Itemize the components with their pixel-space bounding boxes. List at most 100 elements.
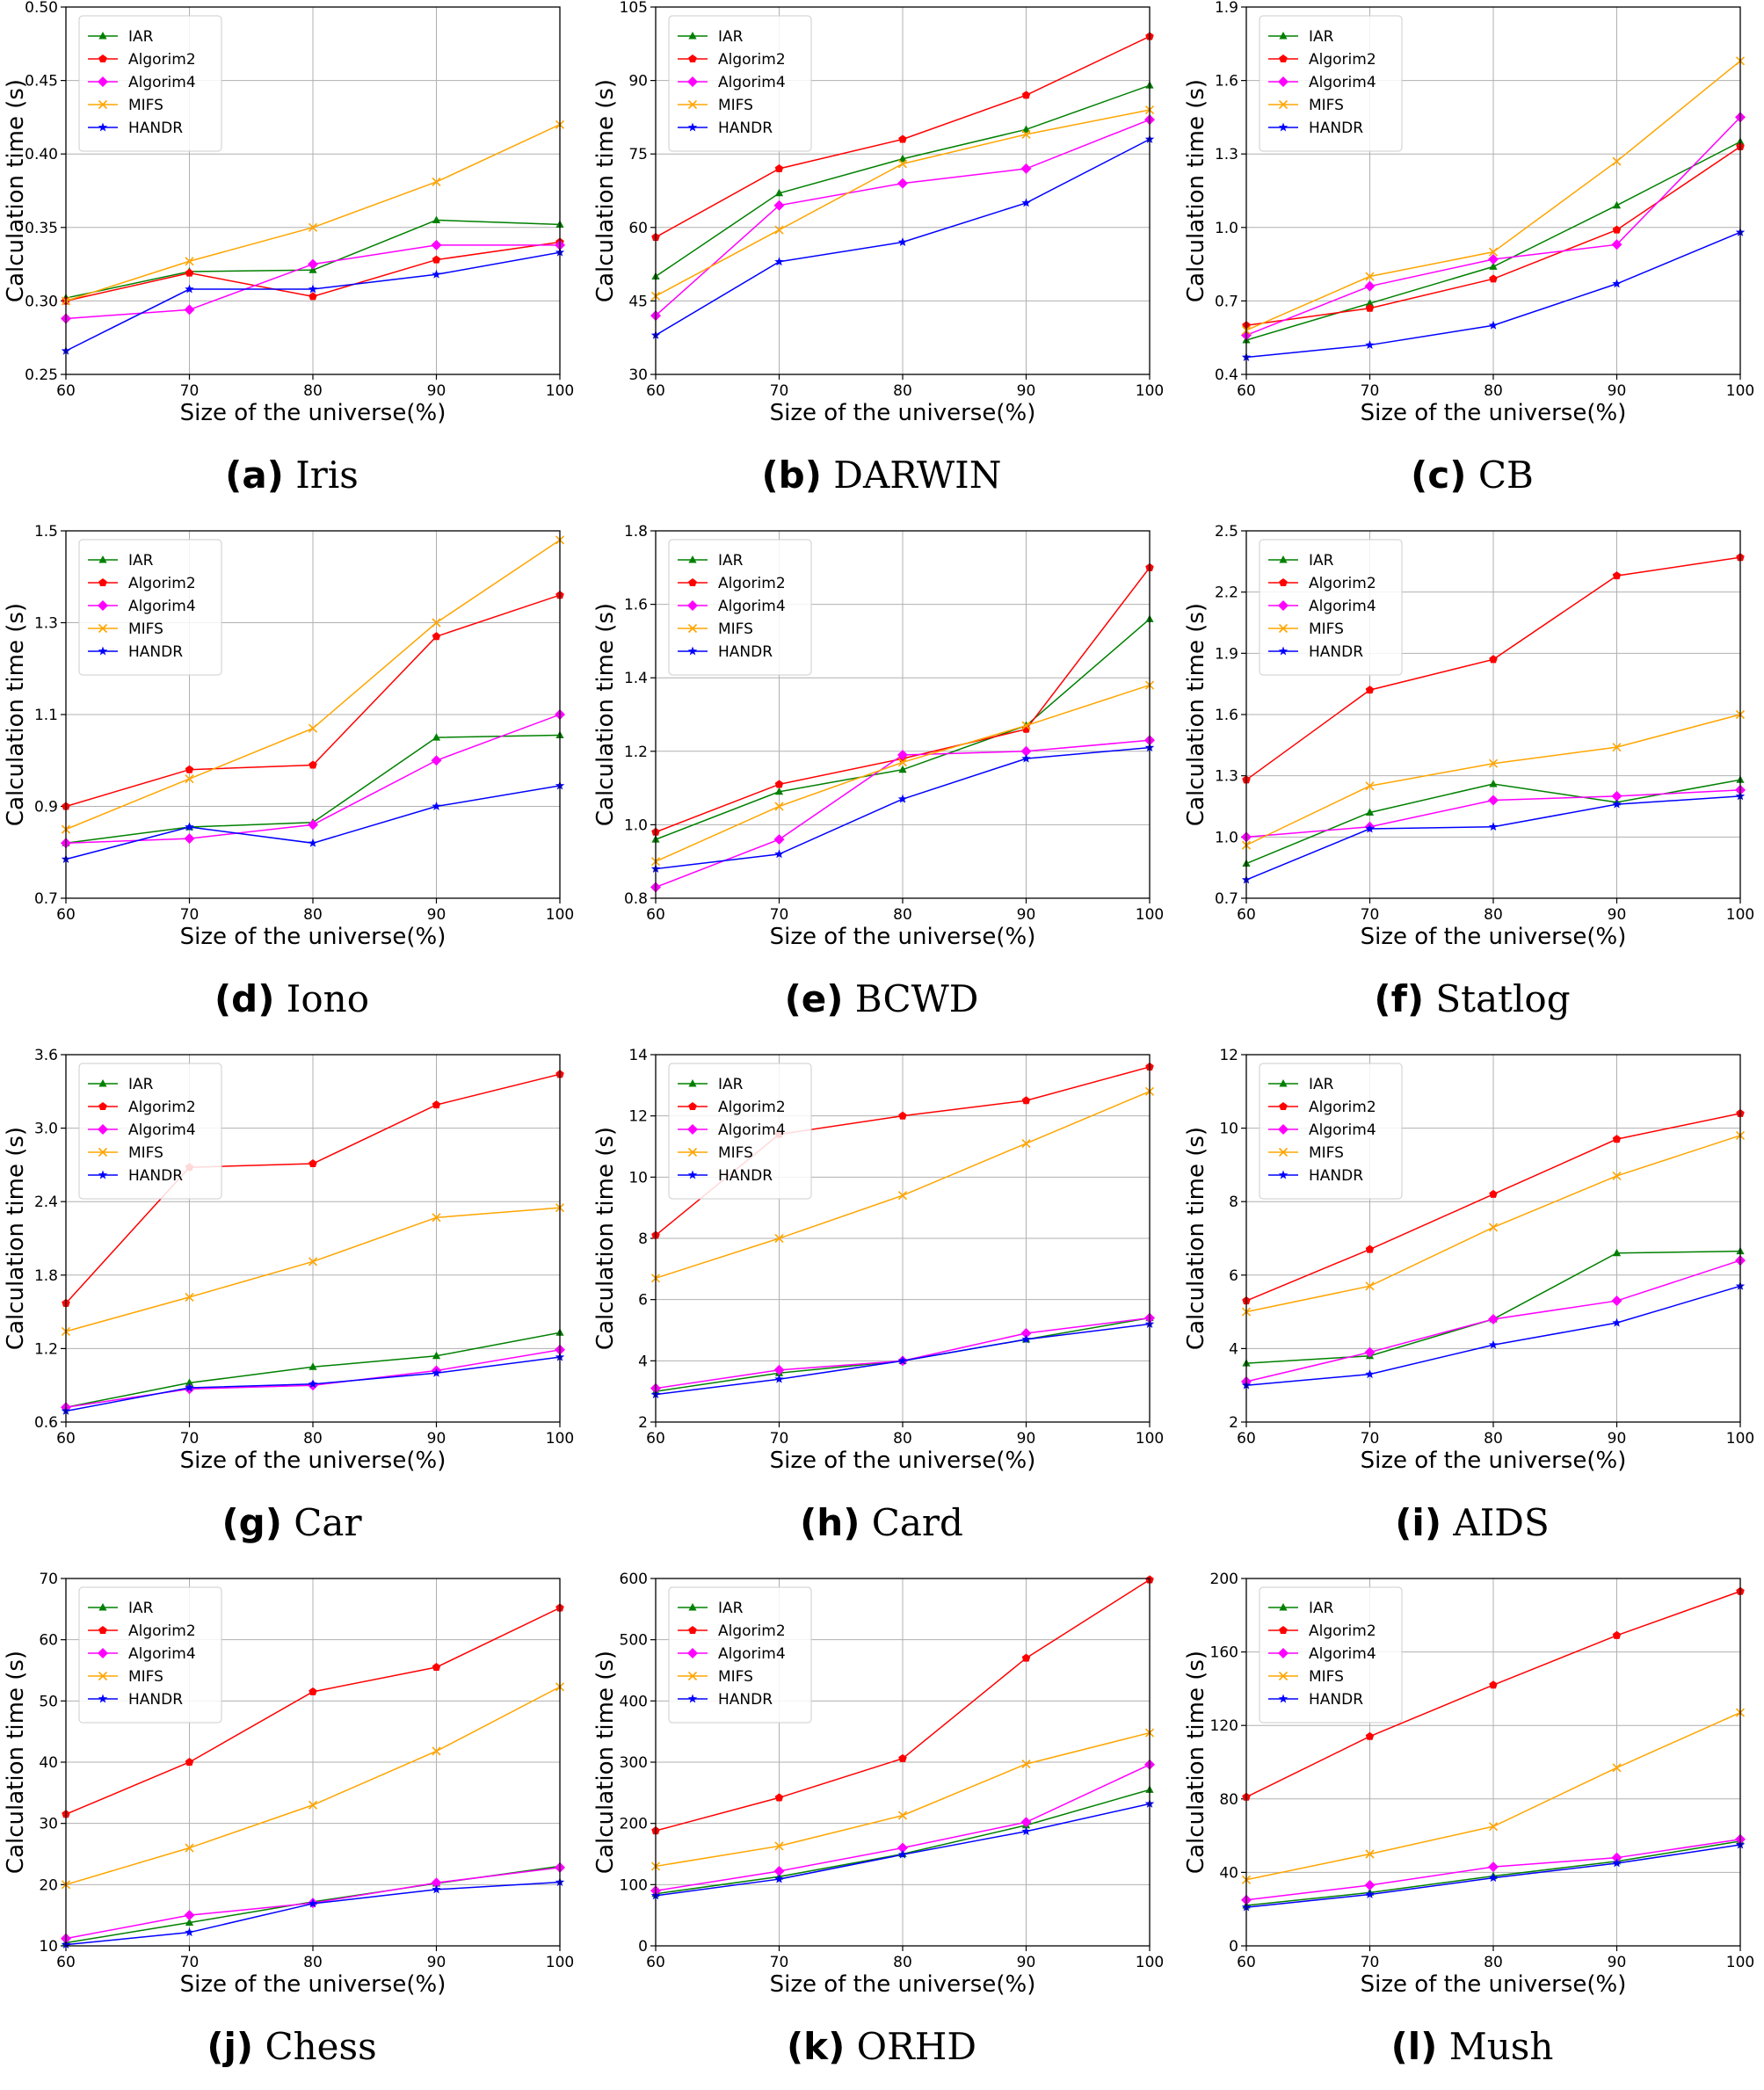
legend-marker-iar <box>98 32 107 40</box>
data-point-handr <box>897 1355 908 1365</box>
series-algorim2 <box>1242 1586 1745 1801</box>
data-point-mifs <box>1612 1171 1622 1181</box>
axes-frame <box>1245 1578 1741 1947</box>
data-point-iar <box>309 1362 317 1370</box>
legend-marker-algorim4 <box>687 1648 698 1658</box>
axes-frame <box>65 530 561 899</box>
legend-marker-iar <box>1279 1603 1288 1611</box>
y-tick-label: 300 <box>620 1754 648 1772</box>
chart-caption: (l) Mush <box>1180 2025 1764 2068</box>
legend-box <box>78 1063 222 1200</box>
x-axis-label: Size of the universe(%) <box>770 924 1036 950</box>
data-point-mifs <box>1021 129 1031 139</box>
y-tick-label: 80 <box>1219 1791 1238 1809</box>
tick-labels: 60 70 80 90 100 30 45 60 75 90 105 <box>620 0 1165 400</box>
data-point-mifs <box>185 1843 194 1853</box>
x-tick-label: 70 <box>180 906 200 924</box>
legend-marker-handr <box>687 122 698 132</box>
x-axis-label: Size of the universe(%) <box>1361 1971 1627 1998</box>
legend-marker-mifs <box>687 99 698 110</box>
x-tick-label: 80 <box>303 906 323 924</box>
legend-label-algorim4: Algorim4 <box>718 1121 786 1139</box>
x-tick-label: 100 <box>546 906 574 924</box>
y-tick-label: 4 <box>638 1353 648 1370</box>
data-point-handr <box>774 1374 784 1383</box>
series-mifs <box>61 1203 565 1336</box>
x-tick-label: 60 <box>1237 382 1256 400</box>
x-tick-label: 100 <box>546 382 574 400</box>
legend-label-algorim4: Algorim4 <box>1309 1645 1376 1663</box>
x-tick-label: 100 <box>1136 1954 1164 1971</box>
data-point-algorim2 <box>898 1753 907 1762</box>
data-point-handr <box>774 1874 784 1883</box>
legend-marker-mifs <box>98 623 108 634</box>
legend-label-iar: IAR <box>718 552 744 570</box>
data-point-algorim2 <box>1021 1096 1031 1105</box>
tick-labels: 60 70 80 90 100 0.25 0.30 0.35 0.40 0.45 0.50 <box>25 0 574 400</box>
legend-label-algorim2: Algorim2 <box>718 1099 786 1116</box>
x-axis-label: Size of the universe(%) <box>180 1448 446 1474</box>
y-tick-label: 3.0 <box>34 1121 58 1138</box>
axes-frame <box>1245 530 1741 899</box>
x-tick-label: 60 <box>1237 1954 1256 1971</box>
y-tick-label: 0.9 <box>34 799 58 816</box>
legend-label-algorim4: Algorim4 <box>1309 1121 1376 1139</box>
x-tick-label: 60 <box>56 906 76 924</box>
x-axis-label: Size of the universe(%) <box>770 1448 1036 1474</box>
legend-box <box>668 1063 812 1200</box>
legend-marker-algorim2 <box>688 1102 697 1111</box>
y-tick-label: 4 <box>1229 1340 1238 1358</box>
legend-marker-algorim2 <box>98 54 107 63</box>
y-tick-label: 1.8 <box>34 1267 58 1285</box>
legend: IAR Algorim2 Algorim4 MIFS HANDR <box>78 15 222 152</box>
x-tick-label: 60 <box>646 382 665 400</box>
legend-marker-algorim4 <box>1278 600 1289 611</box>
caption-panel-label: (f) <box>1374 977 1425 1020</box>
y-tick-label: 0.50 <box>25 0 58 17</box>
legend-label-algorim4: Algorim4 <box>128 598 196 615</box>
data-point-algorim4 <box>1488 1861 1499 1873</box>
legend-marker-mifs <box>98 1671 108 1681</box>
legend-marker-handr <box>98 1694 108 1703</box>
legend-label-mifs: MIFS <box>718 1144 753 1162</box>
y-tick-label: 1.3 <box>1215 146 1238 163</box>
legend-marker-handr <box>687 646 698 656</box>
data-point-mifs <box>185 774 194 784</box>
legend-label-algorim2: Algorim2 <box>128 575 196 592</box>
y-tick-label: 6 <box>1229 1267 1238 1285</box>
x-axis-label: Size of the universe(%) <box>1361 924 1627 950</box>
tick-labels: 60 70 80 90 100 0.4 0.7 1.0 1.3 1.6 1.9 <box>1215 0 1754 400</box>
legend-label-algorim2: Algorim2 <box>718 1622 786 1640</box>
legend-marker-algorim4 <box>1278 76 1289 87</box>
y-tick-label: 45 <box>628 293 648 310</box>
chart-chess: 60 70 80 90 100 10 20 30 40 50 60 70 IAR Algorim2 Algo… <box>3 1571 574 1998</box>
legend-marker-iar <box>688 1603 697 1611</box>
y-tick-label: 40 <box>39 1754 58 1772</box>
legend-label-iar: IAR <box>718 1600 744 1617</box>
data-point-algorim2 <box>1021 1653 1031 1662</box>
legend-label-handr: HANDR <box>128 120 183 137</box>
legend-marker-algorim2 <box>688 54 697 63</box>
legend-box <box>668 1586 812 1724</box>
data-point-algorim2 <box>1489 1680 1498 1689</box>
data-point-mifs <box>1612 156 1622 166</box>
data-point-handr <box>1612 799 1622 809</box>
data-point-mifs <box>1488 1822 1499 1832</box>
legend-label-iar: IAR <box>128 552 154 570</box>
legend-marker-algorim2 <box>1279 1102 1288 1111</box>
y-tick-label: 60 <box>39 1632 58 1650</box>
data-point-algorim4 <box>308 819 318 831</box>
legend-label-handr: HANDR <box>128 643 183 661</box>
legend-label-algorim4: Algorim4 <box>718 1645 786 1663</box>
chart-panel-orhd: 60 70 80 90 100 0 100 200 300 400 500 600 IAR Algorim… <box>590 1571 1173 2090</box>
legend-label-algorim2: Algorim2 <box>718 51 786 69</box>
legend-marker-algorim4 <box>687 1124 698 1135</box>
legend-marker-handr <box>98 646 108 656</box>
series-algorim2 <box>1242 553 1745 784</box>
data-point-handr <box>185 822 194 831</box>
axes-frame <box>1245 6 1741 375</box>
y-tick-label: 50 <box>39 1693 58 1710</box>
legend-label-handr: HANDR <box>128 1691 183 1709</box>
x-tick-label: 80 <box>893 906 912 924</box>
legend-box <box>668 15 812 152</box>
